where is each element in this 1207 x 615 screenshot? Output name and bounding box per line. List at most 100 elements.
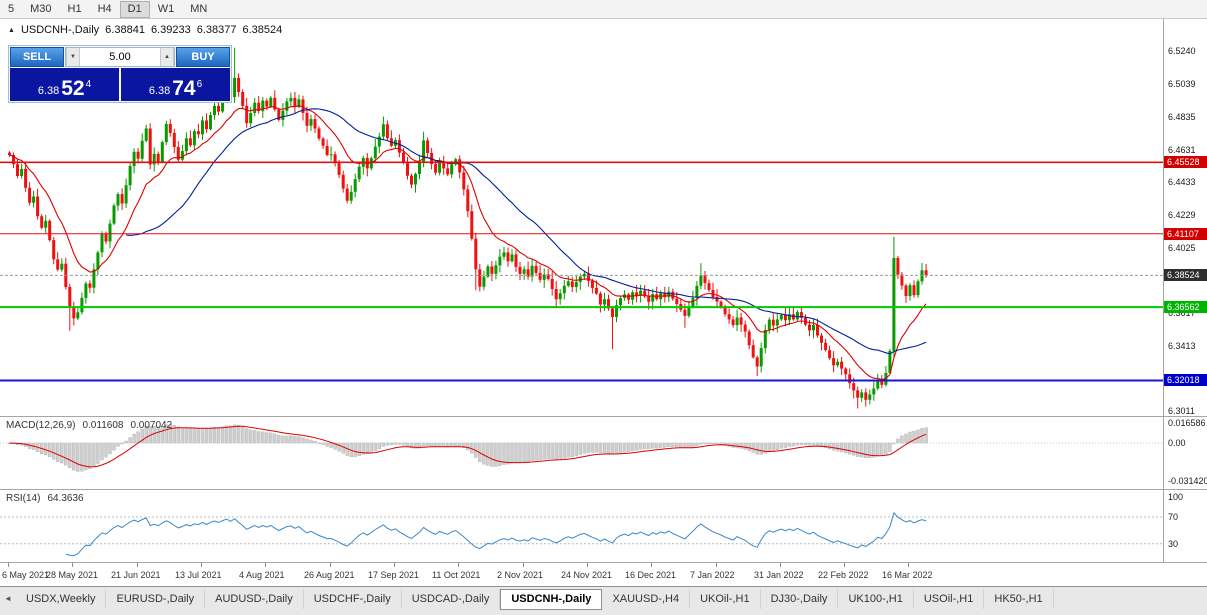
macd-bar [562, 442, 566, 459]
one-click-trade-panel: SELL ▼ 5.00 ▲ BUY 6.38 52 4 6.38 74 6 [8, 45, 232, 103]
chart-tab-eurusd-daily[interactable]: EURUSD-,Daily [106, 589, 206, 609]
chart-tab-bar: ◄ USDX,Weekly EURUSD-,Daily AUDUSD-,Daily US… [0, 586, 1207, 615]
rsi-indicator-svg[interactable] [0, 490, 1163, 562]
macd-bar [188, 428, 193, 444]
chart-tab-ukoil-h1[interactable]: UKOil-,H1 [690, 589, 761, 609]
chart-tab-xauusd-h4[interactable]: XAUUSD-,H4 [602, 589, 691, 609]
timeframe-button-h1[interactable]: H1 [67, 2, 82, 15]
candle-body [924, 270, 928, 276]
price-axis[interactable]: 6.5240 6.5039 6.4835 6.4631 6.4433 6.4229 6.40… [1163, 19, 1207, 562]
chart-tab-usoil-h1[interactable]: USOil-,H1 [914, 589, 985, 609]
candle-body [603, 299, 606, 305]
candle-body [566, 281, 570, 286]
pane-divider-macd-rsi[interactable] [0, 489, 1207, 490]
sell-price-pip-digit: 4 [85, 79, 92, 90]
price-axis-label: 6.4835 [1168, 112, 1196, 122]
chart-tab-hk50-h1[interactable]: HK50-,H1 [984, 589, 1054, 609]
macd-bar [200, 427, 205, 444]
macd-bar [602, 442, 607, 454]
macd-bar [482, 442, 486, 465]
macd-bar [719, 442, 723, 445]
macd-bar [88, 442, 92, 470]
candle-body [490, 266, 494, 274]
macd-indicator-svg[interactable] [0, 417, 1163, 489]
macd-bar [433, 442, 438, 447]
macd-bar [462, 442, 466, 449]
macd-bar [574, 442, 578, 456]
candle-body [60, 263, 64, 270]
chart-tab-usdcnh-daily[interactable]: USDCNH-,Daily [500, 589, 603, 610]
macd-bar [506, 442, 510, 465]
chart-tab-usdx-weekly[interactable]: USDX,Weekly [16, 589, 107, 609]
candle-body [96, 252, 100, 270]
timeframe-button-m30[interactable]: M30 [30, 2, 52, 15]
macd-bar [606, 442, 611, 454]
date-axis[interactable]: 6 May 2021 28 May 2021 21 Jun 2021 13 Jul 2… [0, 563, 1207, 586]
candle-body [812, 325, 815, 331]
sell-price-display[interactable]: 6.38 52 4 [10, 68, 119, 101]
buy-price-display[interactable]: 6.38 74 6 [121, 68, 230, 101]
macd-bar [827, 442, 832, 450]
candle-body [755, 357, 759, 367]
chart-area: ▲ USDCNH-,Daily 6.38841 6.39233 6.38377 … [0, 19, 1207, 586]
volume-decrease-button[interactable]: ▼ [66, 48, 80, 66]
candle-body [369, 158, 373, 169]
macd-bar [293, 436, 297, 444]
macd-bar [454, 442, 458, 447]
candle-body [261, 100, 265, 112]
candle-body [795, 312, 799, 320]
sell-button[interactable]: SELL [10, 47, 64, 67]
timeframe-button-5[interactable]: 5 [8, 2, 15, 15]
macd-bar [80, 442, 84, 472]
candle-body [868, 394, 872, 400]
chart-tab-dj30-daily[interactable]: DJ30-,Daily [761, 589, 839, 609]
price-chart-svg[interactable] [0, 19, 1163, 416]
date-label: 24 Nov 2021 [561, 570, 613, 580]
date-tick-mark [137, 563, 138, 567]
date-tick-mark [523, 563, 524, 567]
timeframe-button-h4[interactable]: H4 [97, 2, 112, 15]
macd-bar [176, 426, 181, 444]
chart-tab-audusd-daily[interactable]: AUDUSD-,Daily [205, 589, 304, 609]
timeframe-button-w1[interactable]: W1 [157, 2, 175, 15]
macd-bar [196, 428, 201, 444]
timeframe-button-d1[interactable]: D1 [119, 0, 150, 18]
candle-body [349, 191, 353, 201]
candle-body [422, 140, 426, 163]
macd-axis-label: -0.031420 [1168, 476, 1207, 486]
macd-bar [795, 442, 800, 446]
timeframe-button-mn[interactable]: MN [190, 2, 208, 15]
macd-bar [916, 429, 920, 444]
volume-value[interactable]: 5.00 [109, 51, 131, 63]
price-level-badge-6.45528: 6.45528 [1164, 156, 1207, 168]
candle-body [558, 293, 562, 300]
candle-body [12, 155, 15, 165]
chart-tab-uk100-h1[interactable]: UK100-,H1 [838, 589, 914, 609]
macd-bar [888, 442, 892, 452]
chart-tab-usdchf-daily[interactable]: USDCHF-,Daily [304, 589, 402, 609]
macd-bar [884, 442, 888, 455]
macd-bar [659, 442, 663, 448]
volume-increase-button[interactable]: ▲ [160, 48, 174, 66]
candle-body [237, 77, 241, 92]
pane-divider-main-macd[interactable] [0, 416, 1207, 417]
candle-body [148, 128, 152, 165]
macd-signal-value: 0.007042 [130, 420, 173, 431]
candle-body [719, 301, 723, 308]
macd-bar [864, 442, 868, 459]
tab-scroll-left-icon[interactable]: ◄ [4, 594, 12, 603]
candle-body [707, 283, 711, 290]
macd-bar [534, 442, 538, 461]
candle-body [739, 317, 743, 325]
macd-bar [128, 437, 132, 444]
macd-bar [554, 442, 558, 460]
candle-body [799, 312, 803, 318]
candle-body [402, 152, 405, 163]
trade-panel-collapse-icon[interactable]: ▲ [8, 26, 15, 34]
buy-button[interactable]: BUY [176, 47, 230, 67]
candle-body [245, 105, 249, 124]
chart-tab-usdcad-daily[interactable]: USDCAD-,Daily [402, 589, 501, 609]
macd-bar [582, 442, 587, 454]
candle-body [836, 361, 840, 366]
date-label: 2 Nov 2021 [497, 570, 544, 580]
